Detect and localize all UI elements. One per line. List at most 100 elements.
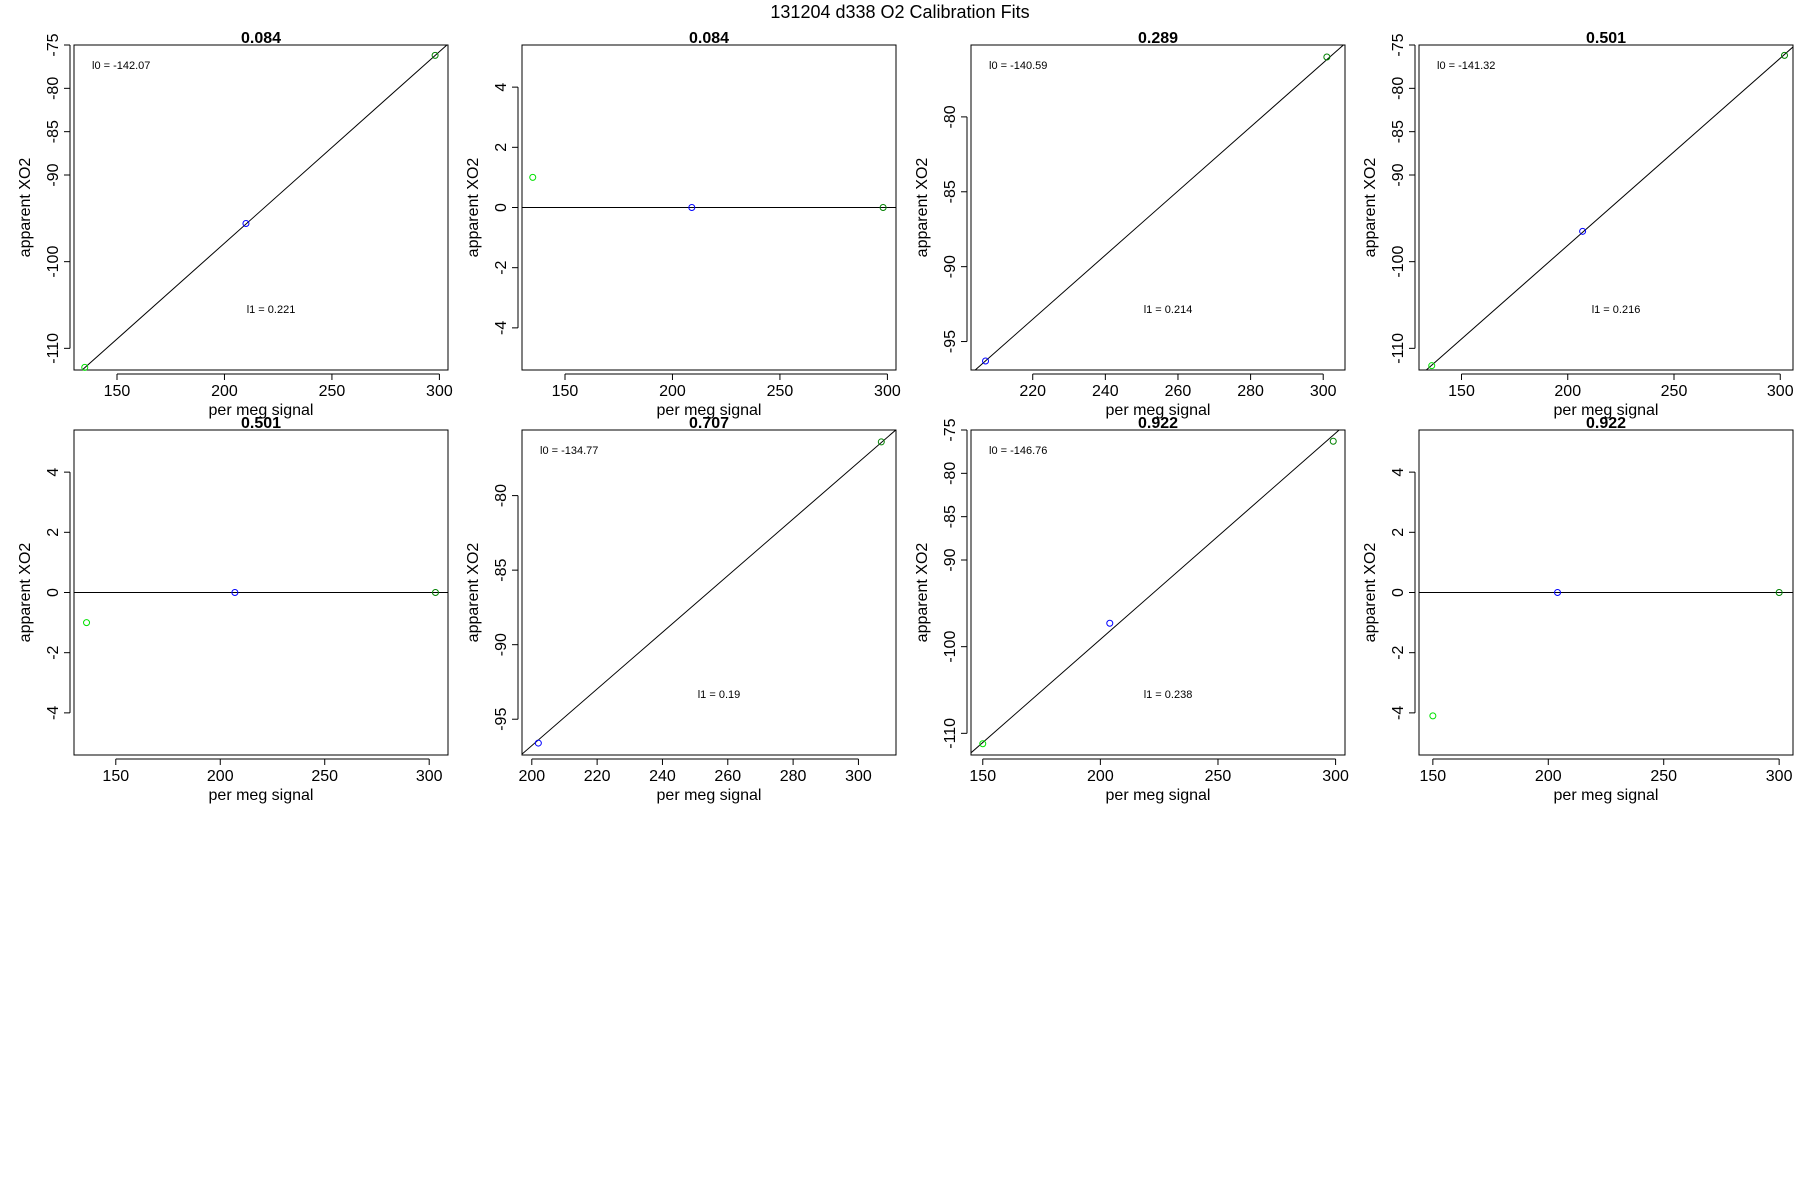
fit-line: [971, 430, 1340, 754]
fit-line: [1425, 46, 1793, 370]
y-tick-label: -2: [1390, 645, 1407, 659]
calibration-panel: 0.707 200 220 240 260 280 300 per meg signal -95…: [465, 415, 897, 804]
plot-frame: [1418, 44, 1794, 371]
y-tick-label: -90: [493, 633, 510, 656]
data-point: [534, 739, 542, 747]
y-axis-label: apparent XO2: [1362, 543, 1379, 643]
y-tick-label: -4: [493, 321, 510, 335]
x-tick-label: 200: [1554, 383, 1581, 400]
data-point: [1579, 227, 1587, 235]
x-tick-label: 250: [319, 383, 346, 400]
x-tick-label: 280: [780, 768, 807, 785]
x-tick-label: 280: [1237, 383, 1264, 400]
y-tick-label: -80: [942, 462, 959, 485]
data-point: [1781, 51, 1788, 59]
y-tick-label: 2: [493, 143, 510, 152]
y-tick-label: -85: [45, 120, 62, 143]
x-axis-label: per meg signal: [1554, 402, 1659, 419]
x-axis-label: per meg signal: [1106, 402, 1211, 419]
fit-line: [81, 45, 448, 370]
data-point: [83, 619, 91, 627]
x-tick-label: 220: [1019, 383, 1046, 400]
y-tick-label: -4: [45, 706, 62, 720]
intercept-annotation: l0 = -142.07: [92, 60, 150, 72]
data-point: [879, 204, 887, 211]
data-point: [81, 363, 89, 371]
y-tick-label: -95: [493, 708, 510, 731]
data-point: [431, 51, 439, 59]
intercept-annotation: l0 = -134.77: [540, 445, 598, 457]
x-tick-label: 150: [102, 768, 129, 785]
data-point: [979, 740, 987, 748]
y-tick-label: -110: [45, 333, 62, 364]
y-tick-label: -75: [45, 33, 62, 56]
data-point: [982, 357, 990, 365]
x-tick-label: 150: [552, 383, 579, 400]
slope-annotation: l1 = 0.216: [1592, 304, 1641, 316]
panel-title: 0.084: [241, 30, 281, 47]
y-axis-label: apparent XO2: [17, 543, 34, 643]
y-axis-label: apparent XO2: [914, 543, 931, 643]
x-tick-label: 250: [1661, 383, 1688, 400]
fit-line: [974, 45, 1345, 370]
panel-title: 0.922: [1138, 415, 1178, 432]
slope-annotation: l1 = 0.214: [1144, 304, 1193, 316]
data-point: [688, 204, 696, 211]
plot-frame: [970, 429, 1346, 756]
y-tick-label: 4: [1390, 468, 1407, 477]
x-tick-label: 150: [1448, 383, 1475, 400]
calibration-panel: 0.501 150 200 250 300 per meg signal -110 -100 -…: [1362, 30, 1794, 419]
data-point: [529, 173, 537, 181]
y-tick-label: -2: [45, 645, 62, 659]
y-tick-label: 0: [1390, 588, 1407, 597]
calibration-panel: 0.289 220 240 260 280 300 per meg signal -95 -90…: [914, 30, 1346, 419]
panel-title: 0.084: [689, 30, 729, 47]
y-tick-label: -2: [493, 260, 510, 274]
fit-line: [522, 430, 896, 755]
x-tick-label: 300: [1310, 383, 1337, 400]
y-tick-label: -100: [45, 246, 62, 278]
x-tick-label: 250: [311, 768, 338, 785]
intercept-annotation: l0 = -140.59: [989, 60, 1047, 72]
y-tick-label: 0: [493, 203, 510, 212]
x-axis-label: per meg signal: [209, 402, 314, 419]
calibration-panel: 0.501 150 200 250 300 per meg signal -4 -2 0 2 4 ap…: [17, 415, 449, 804]
x-axis-label: per meg signal: [209, 787, 314, 804]
y-tick-label: -90: [1390, 163, 1407, 186]
data-point: [877, 438, 885, 446]
data-point: [1429, 712, 1437, 720]
slope-annotation: l1 = 0.221: [247, 304, 296, 316]
data-point: [242, 220, 250, 228]
x-tick-label: 300: [426, 383, 453, 400]
x-tick-label: 250: [1205, 768, 1232, 785]
y-tick-label: 4: [493, 83, 510, 92]
y-tick-label: -80: [45, 77, 62, 100]
x-axis-label: per meg signal: [1554, 787, 1659, 804]
x-tick-label: 250: [767, 383, 794, 400]
data-point: [431, 589, 439, 596]
y-tick-label: -4: [1390, 706, 1407, 720]
x-tick-label: 150: [969, 768, 996, 785]
plot-frame: [970, 44, 1346, 371]
calibration-panel: 0.084 150 200 250 300 per meg signal -110 -100 -…: [17, 30, 453, 419]
x-axis-label: per meg signal: [657, 787, 762, 804]
x-axis-label: per meg signal: [1106, 787, 1211, 804]
y-axis-label: apparent XO2: [465, 158, 482, 258]
calibration-panel: 0.922 150 200 250 300 per meg signal -110 -100 -…: [914, 415, 1349, 804]
x-tick-label: 200: [211, 383, 238, 400]
y-tick-label: -75: [942, 418, 959, 441]
y-tick-label: -110: [942, 718, 959, 749]
x-tick-label: 150: [1420, 768, 1447, 785]
y-tick-label: -90: [942, 255, 959, 278]
data-point: [1428, 362, 1436, 370]
data-point: [1554, 589, 1562, 596]
panel-title: 0.922: [1586, 415, 1626, 432]
plot-frame: [521, 429, 897, 756]
plot-frame: [73, 44, 449, 371]
y-tick-label: -90: [45, 163, 62, 186]
y-tick-label: -80: [942, 105, 959, 128]
y-tick-label: -85: [942, 505, 959, 528]
data-point: [1329, 437, 1337, 445]
x-tick-label: 300: [1322, 768, 1349, 785]
